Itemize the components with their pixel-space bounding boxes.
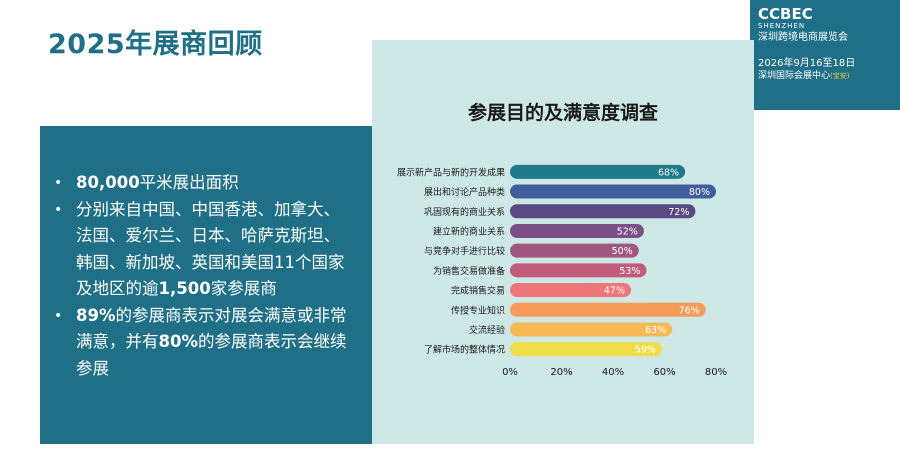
- category-label: 巩固现有的商业关系: [424, 206, 505, 218]
- data-label: 50%: [612, 246, 633, 257]
- highlights-list: 80,000平米展出面积 分别来自中国、中国香港、加拿大、法国、爱尔兰、日本、哈…: [40, 126, 372, 382]
- bar: [510, 243, 639, 258]
- category-label: 了解市场的整体情况: [424, 344, 505, 356]
- data-label: 59%: [635, 345, 656, 356]
- category-label: 交流经验: [469, 324, 505, 336]
- brand-name: CCBEC: [758, 5, 813, 23]
- x-tick-label: 0%: [502, 367, 518, 378]
- brand-block: CCBEC SHENZHEN 深圳跨境电商展览会 2026年9月16至18日 深…: [750, 0, 900, 110]
- data-label: 80%: [689, 187, 710, 198]
- highlight-return-number: 80%: [158, 332, 199, 351]
- x-tick-label: 40%: [602, 367, 624, 378]
- data-label: 52%: [617, 226, 638, 237]
- brand-date: 2026年9月16至18日: [758, 58, 856, 69]
- highlight-exhibitors-number: 1,500: [158, 279, 211, 298]
- brand-city: SHENZHEN: [758, 22, 806, 30]
- highlight-satisfaction-text: 的参展商表示对展会满意或非常满意，并有: [76, 305, 347, 352]
- highlights-panel: 80,000平米展出面积 分别来自中国、中国香港、加拿大、法国、爱尔兰、日本、哈…: [40, 126, 372, 444]
- bar: [510, 283, 632, 298]
- data-label: 68%: [658, 167, 679, 178]
- x-tick-label: 60%: [653, 367, 675, 378]
- highlight-exhibitors-suffix: 家参展商: [210, 279, 277, 298]
- data-label: 47%: [604, 286, 625, 297]
- bar: [510, 302, 706, 317]
- bar: [510, 322, 673, 337]
- highlight-satisfaction: 89%的参展商表示对展会满意或非常满意，并有80%的参展商表示会继续参展: [54, 303, 356, 383]
- highlight-return-text: 的参展商表示会继续参展: [76, 332, 347, 378]
- highlight-area-text: 平米展出面积: [139, 173, 239, 192]
- brand-event: 深圳跨境电商展览会: [758, 32, 848, 43]
- bar: [510, 342, 662, 357]
- category-label: 与竞争对手进行比较: [424, 245, 505, 257]
- data-label: 53%: [619, 266, 640, 277]
- bar: [510, 263, 647, 278]
- highlight-area-number: 80,000: [76, 173, 140, 192]
- data-label: 76%: [679, 305, 700, 316]
- page-title: 2025年展商回顾: [48, 29, 263, 60]
- highlight-exhibitors-text: 分别来自中国、中国香港、加拿大、法国、爱尔兰、日本、哈萨克斯坦、韩国、新加坡、英…: [76, 199, 345, 299]
- category-label: 展示新产品与新的开发成果: [397, 166, 505, 178]
- brand-venue: 深圳国际会展中心(宝安): [758, 70, 892, 83]
- brand-venue-name: 深圳国际会展中心: [758, 71, 831, 81]
- data-label: 63%: [645, 325, 666, 336]
- bar: [510, 204, 696, 219]
- chart-title: 参展目的及满意度调查: [467, 102, 658, 124]
- highlight-exhibitors: 分别来自中国、中国香港、加拿大、法国、爱尔兰、日本、哈萨克斯坦、韩国、新加坡、英…: [54, 197, 356, 303]
- bar: [510, 223, 644, 238]
- brand-venue-note: (宝安): [830, 72, 850, 80]
- category-label: 完成销售交易: [451, 285, 505, 297]
- highlight-area: 80,000平米展出面积: [54, 170, 356, 197]
- category-label: 为销售交易做准备: [433, 265, 505, 277]
- category-label: 建立新的商业关系: [433, 225, 505, 237]
- x-tick-label: 80%: [705, 367, 727, 378]
- data-label: 72%: [668, 207, 689, 218]
- chart-panel: 参展目的及满意度调查 展示新产品与新的开发成果 68% 展出和讨论产品种类 80% 巩固…: [372, 40, 754, 444]
- bar: [510, 164, 686, 179]
- x-tick-label: 20%: [550, 367, 572, 378]
- bar: [510, 184, 716, 199]
- category-label: 展出和讨论产品种类: [424, 186, 505, 198]
- survey-bar-chart: 展示新产品与新的开发成果 68% 展出和讨论产品种类 80% 巩固现有的商业关系 72% 建…: [397, 164, 727, 378]
- category-label: 传授专业知识: [451, 304, 505, 316]
- highlight-satisfaction-number: 89%: [76, 305, 116, 325]
